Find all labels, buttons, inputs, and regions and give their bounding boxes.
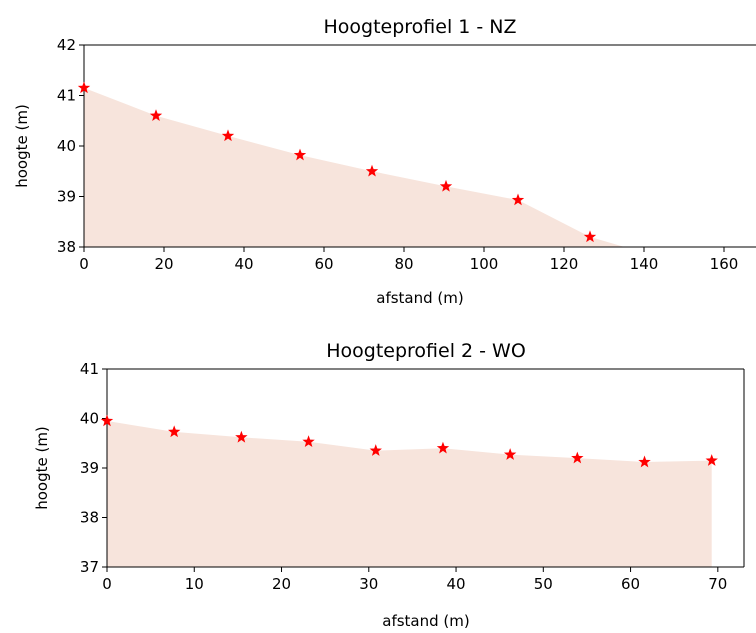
- chart-1-data-point: [77, 81, 91, 94]
- chart-2-x-tick-label: 60: [621, 575, 640, 593]
- chart-2-xlabel: afstand (m): [382, 612, 469, 630]
- chart-2-data-point: [638, 455, 651, 468]
- chart-2-y-tick-label: 41: [80, 360, 99, 378]
- chart-1-y-tick-label: 42: [57, 36, 76, 54]
- chart-2-data-point: [369, 444, 382, 456]
- chart-1-y-tick-label: 41: [57, 87, 76, 105]
- chart-1-x-tick-label: 140: [630, 255, 659, 273]
- chart-2-x-tick-label: 0: [102, 575, 112, 593]
- chart-1-x-tick-label: 20: [154, 255, 173, 273]
- chart-2: Hoogteprofiel 2 - WO 0 10 20 30 40 50 60 70 37 38…: [33, 340, 745, 630]
- chart-1-y-tick-label: 40: [57, 137, 76, 155]
- chart-1-title: Hoogteprofiel 1 - NZ: [323, 16, 516, 38]
- chart-1-x-tick-label: 80: [394, 255, 413, 273]
- chart-1-data-point: [583, 230, 597, 243]
- chart-2-data-point: [503, 448, 517, 460]
- chart-1-x-tick-label: 0: [79, 255, 89, 273]
- chart-1-data-point: [149, 109, 163, 121]
- chart-2-data-point: [168, 425, 181, 438]
- chart-2-data-point: [571, 451, 584, 464]
- chart-1: Hoogteprofiel 1 - NZ 0 20 40 60 80 100 120 140 1…: [13, 16, 756, 307]
- chart-2-x-tick-label: 70: [708, 575, 727, 593]
- chart-1-x-tick-label: 60: [314, 255, 333, 273]
- chart-2-data-point: [436, 441, 450, 454]
- chart-1-xlabel: afstand (m): [376, 289, 463, 307]
- chart-1-y-tick-label: 39: [57, 188, 76, 206]
- chart-2-y-tick-label: 38: [80, 509, 99, 527]
- chart-2-ylabel: hoogte (m): [33, 426, 51, 510]
- chart-1-data-point: [221, 129, 235, 142]
- chart-2-x-tick-label: 20: [272, 575, 291, 593]
- chart-2-y-tick-label: 39: [80, 459, 99, 477]
- chart-1-y-tick-label: 38: [57, 238, 76, 256]
- chart-1-data-point: [439, 179, 453, 192]
- chart-2-data-point: [302, 435, 315, 448]
- chart-2-data-point: [100, 414, 114, 427]
- chart-1-data-point: [293, 148, 307, 161]
- chart-2-data-point: [235, 430, 248, 443]
- chart-2-title: Hoogteprofiel 2 - WO: [326, 340, 526, 362]
- chart-1-data-point: [511, 193, 525, 206]
- chart-1-plot: 0 20 40 60 80 100 120 140 160 38 39 40 41 42: [57, 36, 756, 273]
- chart-1-x-tick-label: 120: [550, 255, 579, 273]
- chart-1-x-tick-label: 160: [710, 255, 739, 273]
- chart-2-x-tick-label: 50: [534, 575, 553, 593]
- chart-2-x-tick-label: 40: [446, 575, 465, 593]
- chart-2-area: [107, 420, 712, 567]
- chart-2-x-tick-label: 10: [185, 575, 204, 593]
- chart-1-ylabel: hoogte (m): [13, 104, 31, 188]
- chart-2-x-tick-label: 30: [359, 575, 378, 593]
- chart-1-area: [84, 87, 628, 247]
- chart-2-y-tick-label: 40: [80, 410, 99, 428]
- chart-2-data-point: [705, 454, 718, 466]
- chart-1-data-point: [365, 164, 379, 177]
- chart-2-y-tick-label: 37: [80, 558, 99, 576]
- chart-2-plot: 0 10 20 30 40 50 60 70 37 38 39 40 41: [80, 360, 745, 593]
- chart-1-x-tick-label: 40: [234, 255, 253, 273]
- chart-1-x-tick-label: 100: [470, 255, 499, 273]
